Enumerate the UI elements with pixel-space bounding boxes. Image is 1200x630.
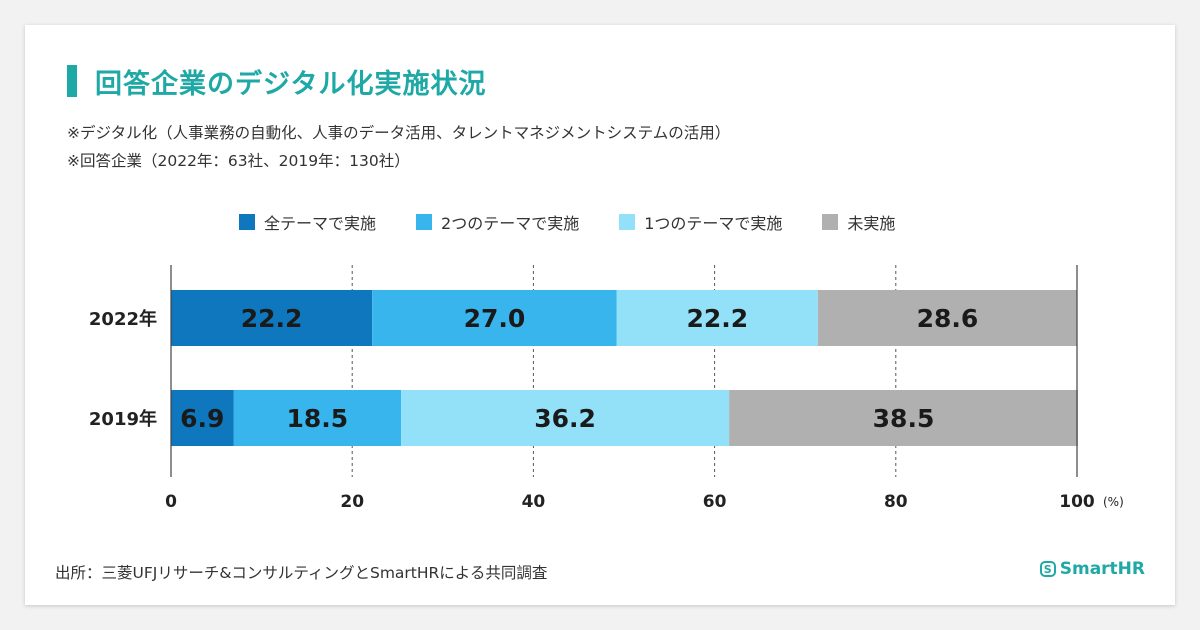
legend-swatch-one	[619, 214, 636, 230]
title-accent-bar	[67, 65, 77, 97]
data-label-1-0: 6.9	[180, 404, 224, 433]
data-label-1-2: 36.2	[534, 404, 596, 433]
legend-item-two: 2つのテーマで実施	[416, 210, 579, 234]
smarthr-logo-text: SmartHR	[1059, 559, 1145, 579]
title-block: 回答企業のデジタル化実施状況	[67, 63, 487, 100]
bar-1-2	[401, 390, 730, 446]
legend: 全テーマで実施 2つのテーマで実施 1つのテーマで実施 未実施	[239, 210, 935, 234]
data-label-0-0: 22.2	[241, 304, 303, 333]
note-respondents: ※回答企業（2022年：63社、2019年：130社）	[67, 152, 410, 170]
legend-swatch-none	[822, 214, 839, 230]
legend-label-none: 未実施	[847, 214, 896, 233]
bar-0-0	[171, 290, 373, 346]
legend-label-two: 2つのテーマで実施	[441, 214, 580, 233]
tick-label-40: 40	[522, 492, 546, 512]
stacked-bar-chart: 22.2 27.0 22.2 28.6 2022年 6.9 18.5 36.2 38.5 2019…	[89, 265, 1124, 512]
data-label-1-1: 18.5	[286, 404, 348, 433]
tick-label-20: 20	[340, 492, 364, 512]
data-label-0-2: 22.2	[686, 304, 748, 333]
chart-title: 回答企業のデジタル化実施状況	[95, 68, 487, 100]
legend-swatch-two	[416, 214, 433, 230]
data-label-0-3: 28.6	[917, 304, 979, 333]
smarthr-logo-icon: S	[1039, 561, 1056, 577]
bar-0-2	[616, 290, 818, 346]
tick-label-100: 100	[1059, 492, 1095, 512]
data-label-1-3: 38.5	[873, 404, 935, 433]
data-label-0-1: 27.0	[464, 304, 526, 333]
legend-swatch-all	[239, 214, 255, 230]
category-label-1: 2019年	[89, 408, 157, 430]
bar-1-3	[729, 390, 1078, 446]
chart-card: 回答企業のデジタル化実施状況 ※デジタル化（人事業務の自動化、人事のデータ活用、…	[25, 25, 1175, 605]
tick-label-60: 60	[703, 492, 727, 512]
bar-0-3	[817, 290, 1077, 346]
legend-item-all: 全テーマで実施	[239, 210, 376, 234]
legend-label-all: 全テーマで実施	[264, 214, 377, 233]
legend-item-none: 未実施	[822, 210, 895, 234]
tick-label-80: 80	[884, 492, 908, 512]
smarthr-logo: S SmartHR	[1039, 559, 1145, 579]
tick-label-0: 0	[165, 492, 177, 512]
category-label-0: 2022年	[89, 308, 157, 330]
note-digitalization: ※デジタル化（人事業務の自動化、人事のデータ活用、タレントマネジメントシステムの…	[67, 124, 731, 142]
legend-label-one: 1つのテーマで実施	[644, 214, 783, 233]
bar-1-0	[171, 390, 234, 446]
axis-unit-label: (%)	[1103, 495, 1124, 509]
bar-1-1	[233, 390, 402, 446]
source-note: 出所：三菱UFJリサーチ&コンサルティングとSmartHRによる共同調査	[55, 564, 548, 582]
legend-item-one: 1つのテーマで実施	[619, 210, 782, 234]
bar-0-1	[372, 290, 617, 346]
